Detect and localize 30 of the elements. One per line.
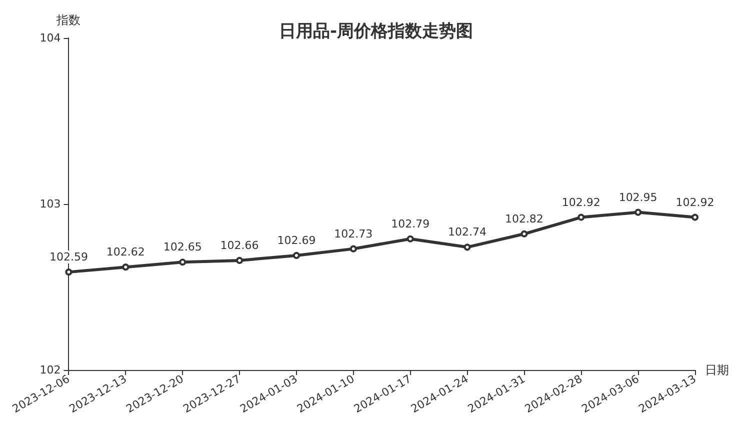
y-axis-title: 指数 [56,13,81,27]
data-label: 102.59 [49,250,88,264]
point [406,235,414,242]
data-label: 102.65 [163,240,202,254]
point [578,214,585,221]
data-label: 102.66 [220,238,259,252]
data-label: 102.95 [618,190,658,204]
data-label: 102.74 [448,226,487,239]
point [236,256,244,264]
point [179,258,186,266]
data-label: 102.73 [334,227,373,240]
point [292,252,300,259]
data-label: 102.92 [676,196,714,209]
data-label: 102.62 [106,246,145,259]
y-tick-label: 103 [40,198,61,210]
point [122,264,130,271]
point [350,245,357,252]
point [464,244,471,251]
x-axis-title: 日期 [705,363,729,377]
y-tick-label: 102 [40,364,61,376]
point [520,230,528,238]
point [634,208,642,216]
y-tick-label: 104 [40,32,61,44]
chart-title: 日用品-周价格指数走势图 [278,22,474,42]
data-label: 102.69 [277,234,316,247]
data-label: 102.92 [562,196,600,209]
data-label: 102.79 [391,217,430,230]
point [692,214,698,221]
data-label: 102.82 [504,212,544,226]
point [65,268,72,276]
